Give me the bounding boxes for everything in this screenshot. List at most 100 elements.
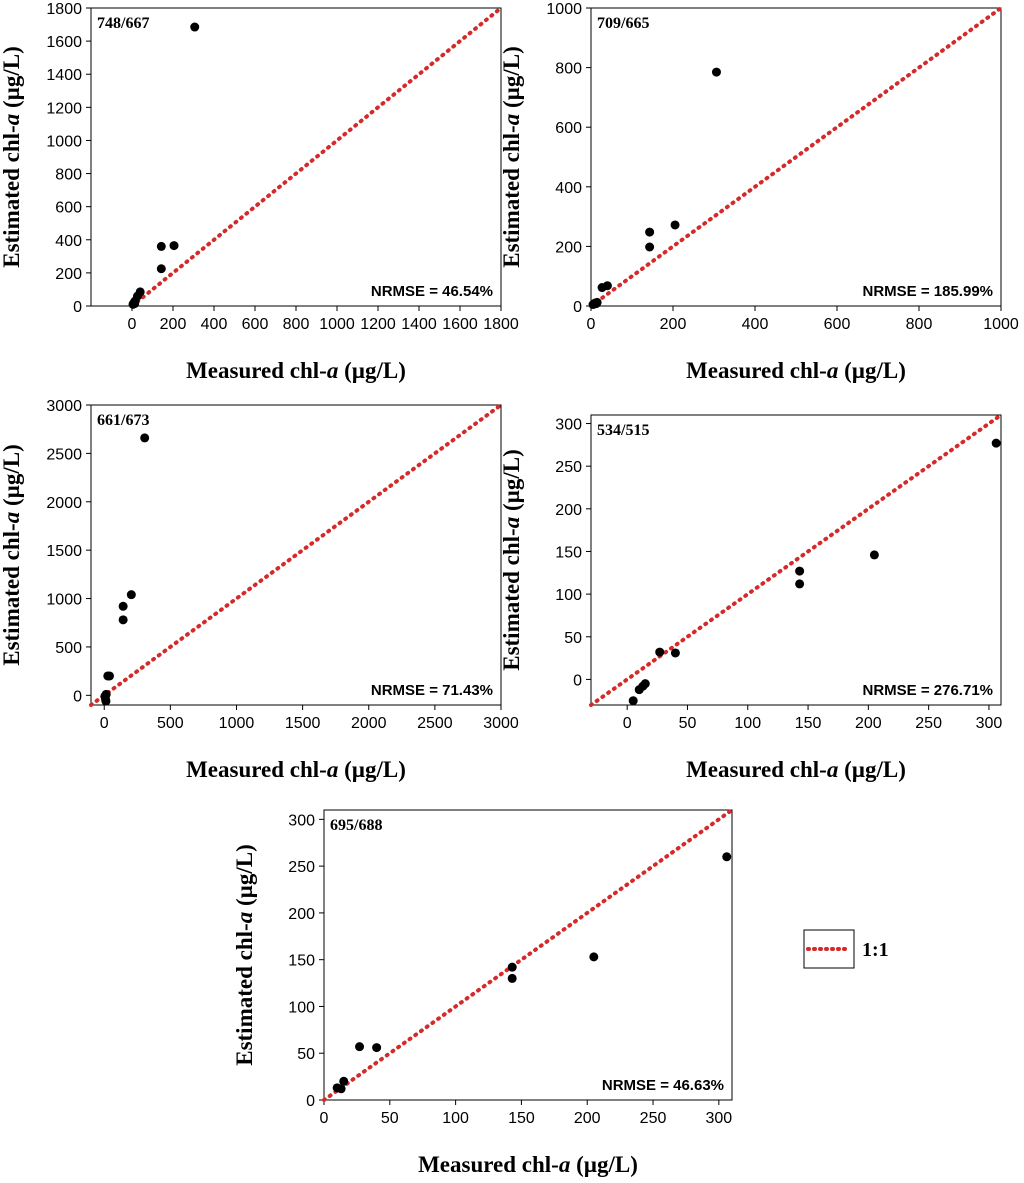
y-tick-label: 1000 bbox=[546, 1, 582, 18]
y-tick-label: 250 bbox=[288, 859, 315, 876]
x-tick-label: 400 bbox=[742, 316, 769, 333]
one-to-one-line bbox=[589, 413, 1003, 707]
legend: 1:1 bbox=[803, 929, 889, 969]
y-tick-label: 0 bbox=[573, 299, 582, 316]
x-tick-label: 2000 bbox=[351, 715, 387, 732]
y-tick-label: 50 bbox=[297, 1046, 315, 1063]
x-tick-label: 50 bbox=[381, 1110, 399, 1127]
x-axis-title: Measured chl-a (µg/L) bbox=[186, 757, 406, 782]
y-tick-label: 800 bbox=[555, 61, 582, 78]
nrmse-label: NRMSE = 185.99% bbox=[863, 283, 993, 300]
x-tick-label: 1500 bbox=[285, 715, 321, 732]
data-point bbox=[507, 973, 517, 983]
y-tick-label: 500 bbox=[55, 640, 82, 657]
y-tick-label: 1200 bbox=[46, 100, 82, 117]
data-point bbox=[101, 689, 111, 699]
panel-label: 748/667 bbox=[97, 15, 149, 32]
plot-frame bbox=[590, 7, 1002, 307]
data-point bbox=[670, 648, 680, 658]
data-point bbox=[372, 1043, 382, 1053]
y-tick-label: 200 bbox=[555, 239, 582, 256]
x-tick-label: 0 bbox=[623, 715, 632, 732]
data-point bbox=[628, 696, 638, 706]
y-tick-label: 0 bbox=[306, 1093, 315, 1110]
data-point bbox=[655, 647, 665, 657]
y-axis-title: Estimated chl-a (µg/L) bbox=[0, 444, 24, 666]
data-point bbox=[118, 601, 128, 611]
legend-label: 1:1 bbox=[862, 939, 889, 961]
y-tick-label: 2500 bbox=[46, 446, 82, 463]
plot-frame bbox=[590, 414, 1002, 706]
x-tick-label: 300 bbox=[976, 715, 1003, 732]
data-point bbox=[795, 566, 805, 576]
y-tick-label: 3000 bbox=[46, 398, 82, 415]
y-tick-label: 0 bbox=[73, 299, 82, 316]
data-point bbox=[711, 67, 721, 77]
nrmse-label: NRMSE = 46.63% bbox=[602, 1077, 724, 1094]
data-point bbox=[589, 952, 599, 962]
chart-panel-3: 0 500 1000 1500 2000 2500 3000 0 500 1000 1500 2000… bbox=[0, 398, 519, 782]
chart-panel-1: 0 200 400 600 800 1000 1200 1400 1600 1800 0 200 400… bbox=[0, 1, 519, 383]
y-tick-label: 400 bbox=[55, 233, 82, 250]
x-tick-label: 1000 bbox=[219, 715, 255, 732]
data-point bbox=[101, 696, 111, 706]
data-point bbox=[169, 241, 179, 251]
x-tick-label: 150 bbox=[508, 1110, 535, 1127]
x-axis-title: Measured chl-a (µg/L) bbox=[686, 757, 906, 782]
data-point bbox=[190, 22, 200, 32]
data-point bbox=[592, 297, 602, 307]
y-tick-label: 400 bbox=[555, 180, 582, 197]
x-tick-label: 0 bbox=[100, 715, 109, 732]
y-tick-label: 250 bbox=[555, 459, 582, 476]
x-axis-title: Measured chl-a (µg/L) bbox=[418, 1152, 638, 1177]
data-point bbox=[156, 264, 166, 274]
x-tick-label: 0 bbox=[587, 316, 596, 333]
x-tick-label: 0 bbox=[128, 316, 137, 333]
x-tick-label: 500 bbox=[157, 715, 184, 732]
data-point bbox=[602, 281, 612, 291]
plot-frame bbox=[90, 404, 502, 706]
y-tick-label: 150 bbox=[288, 953, 315, 970]
x-tick-label: 0 bbox=[320, 1110, 329, 1127]
data-point bbox=[722, 852, 732, 862]
y-tick-label: 200 bbox=[555, 502, 582, 519]
x-tick-label: 3000 bbox=[483, 715, 519, 732]
data-point bbox=[140, 433, 150, 443]
data-point bbox=[355, 1042, 365, 1052]
data-point bbox=[135, 287, 145, 297]
data-point bbox=[339, 1076, 349, 1086]
data-point bbox=[640, 679, 650, 689]
x-tick-label: 1400 bbox=[401, 316, 437, 333]
x-tick-label: 200 bbox=[160, 316, 187, 333]
x-axis-title: Measured chl-a (µg/L) bbox=[686, 358, 906, 383]
panel-label: 661/673 bbox=[97, 412, 149, 429]
plot-frame bbox=[90, 7, 502, 307]
x-tick-label: 250 bbox=[915, 715, 942, 732]
y-tick-label: 100 bbox=[288, 999, 315, 1016]
y-tick-label: 0 bbox=[73, 688, 82, 705]
panel-label: 534/515 bbox=[597, 422, 649, 439]
one-to-one-line bbox=[89, 403, 503, 707]
y-tick-label: 1800 bbox=[46, 1, 82, 18]
x-tick-label: 250 bbox=[640, 1110, 667, 1127]
one-to-one-line bbox=[322, 808, 734, 1102]
x-tick-label: 200 bbox=[855, 715, 882, 732]
x-tick-label: 1000 bbox=[983, 316, 1019, 333]
one-to-one-line bbox=[589, 6, 1003, 308]
data-point bbox=[126, 590, 136, 600]
data-point bbox=[991, 438, 1001, 448]
x-tick-label: 200 bbox=[574, 1110, 601, 1127]
y-axis-title: Estimated chl-a (µg/L) bbox=[0, 46, 24, 268]
x-tick-label: 300 bbox=[705, 1110, 732, 1127]
y-tick-label: 2000 bbox=[46, 495, 82, 512]
data-point bbox=[670, 220, 680, 230]
x-tick-label: 600 bbox=[242, 316, 269, 333]
plot-frame bbox=[323, 809, 733, 1101]
y-tick-label: 1400 bbox=[46, 67, 82, 84]
x-tick-label: 2500 bbox=[417, 715, 453, 732]
y-tick-label: 1000 bbox=[46, 592, 82, 609]
panel-label: 709/665 bbox=[597, 15, 649, 32]
chart-panel-4: 0 50 100 150 200 250 300 0 50 100 150 200 250 300 534/… bbox=[499, 413, 1003, 782]
x-axis-title: Measured chl-a (µg/L) bbox=[186, 358, 406, 383]
